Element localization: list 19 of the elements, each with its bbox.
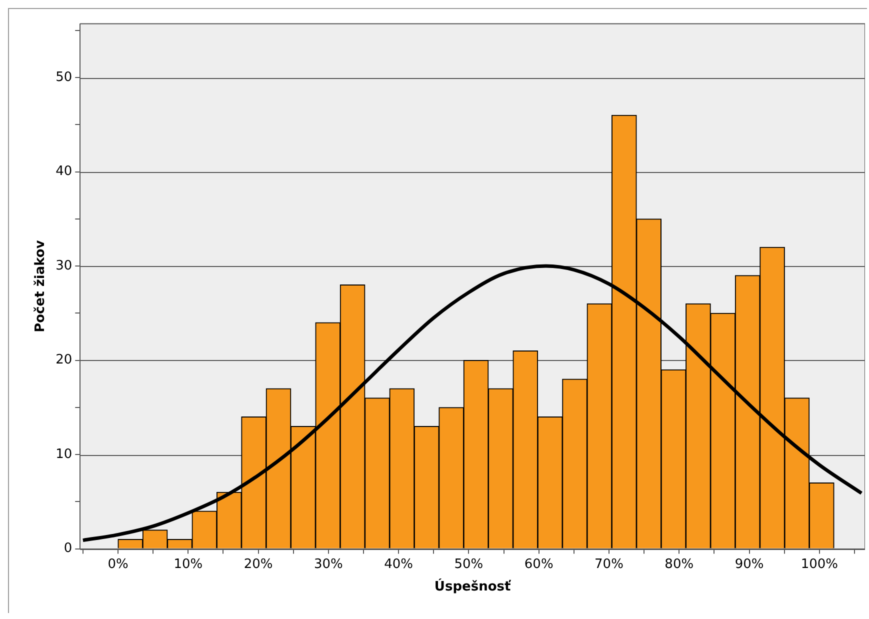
x-axis-title: Úspešnosť <box>434 578 512 595</box>
x-tick-label: 90% <box>734 556 764 572</box>
y-tick-label: 30 <box>56 258 72 274</box>
x-tick-label: 80% <box>664 556 694 572</box>
x-tick-label: 100% <box>800 556 838 572</box>
y-axis-title: Počet žiakov <box>33 240 48 332</box>
y-tick-label: 10 <box>56 446 72 462</box>
x-tick-label: 40% <box>384 556 414 572</box>
x-tick-label: 10% <box>174 556 203 572</box>
x-tick-label: 30% <box>314 556 343 572</box>
x-tick-label: 0% <box>108 556 128 572</box>
y-tick-label: 0 <box>64 541 72 556</box>
y-tick-label: 40 <box>56 164 72 180</box>
x-tick-label: 50% <box>454 556 484 572</box>
x-tick-label: 20% <box>244 556 273 572</box>
x-tick-label: 60% <box>524 556 554 572</box>
x-tick-label: 70% <box>594 556 624 572</box>
y-tick-label: 20 <box>56 352 72 368</box>
y-tick-label: 50 <box>56 70 72 85</box>
